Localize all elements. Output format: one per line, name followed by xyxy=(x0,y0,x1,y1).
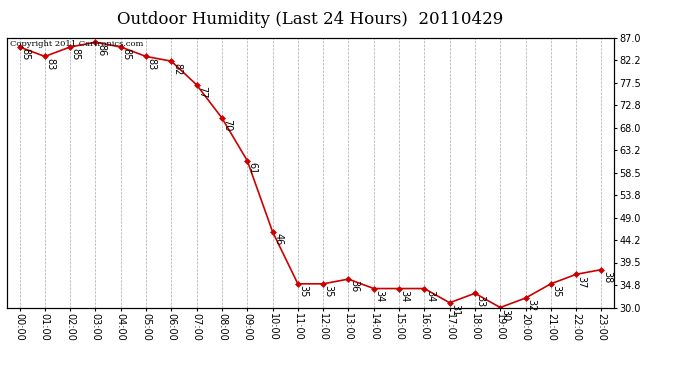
Text: 35: 35 xyxy=(298,285,308,298)
Text: 86: 86 xyxy=(96,44,106,56)
Text: 30: 30 xyxy=(501,309,511,321)
Text: 46: 46 xyxy=(273,233,283,245)
Text: 70: 70 xyxy=(222,119,233,132)
Text: Copyright 2011 Cartronics.com: Copyright 2011 Cartronics.com xyxy=(10,40,144,48)
Text: 34: 34 xyxy=(425,290,435,302)
Text: 35: 35 xyxy=(551,285,562,298)
Text: 34: 34 xyxy=(374,290,384,302)
Text: 37: 37 xyxy=(577,276,586,288)
Text: 32: 32 xyxy=(526,299,536,312)
Text: 31: 31 xyxy=(450,304,460,316)
Text: 82: 82 xyxy=(172,63,182,75)
Text: 83: 83 xyxy=(46,58,55,70)
Text: 83: 83 xyxy=(146,58,157,70)
Text: 38: 38 xyxy=(602,271,612,283)
Text: 33: 33 xyxy=(475,295,486,307)
Text: 77: 77 xyxy=(197,86,207,99)
Text: 85: 85 xyxy=(70,48,81,61)
Text: 85: 85 xyxy=(121,48,131,61)
Text: 61: 61 xyxy=(248,162,258,174)
Text: 34: 34 xyxy=(400,290,410,302)
Text: 36: 36 xyxy=(349,280,359,293)
Text: 35: 35 xyxy=(324,285,334,298)
Text: 85: 85 xyxy=(20,48,30,61)
Text: Outdoor Humidity (Last 24 Hours)  20110429: Outdoor Humidity (Last 24 Hours) 2011042… xyxy=(117,11,504,28)
